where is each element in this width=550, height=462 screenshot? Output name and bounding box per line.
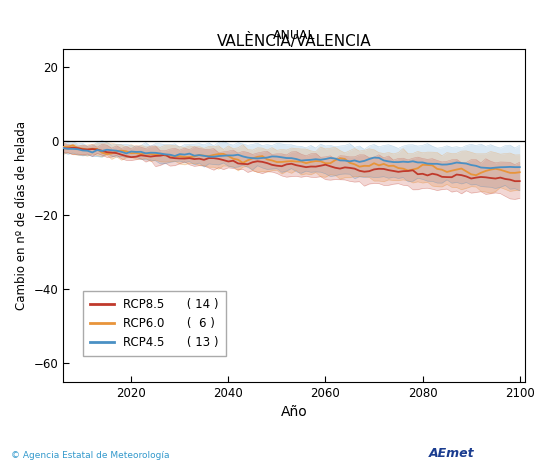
Y-axis label: Cambio en nº de días de helada: Cambio en nº de días de helada (15, 121, 28, 310)
Text: AEmet: AEmet (429, 447, 475, 460)
X-axis label: Año: Año (280, 405, 307, 419)
Text: ANUAL: ANUAL (273, 29, 315, 43)
Legend: RCP8.5      ( 14 ), RCP6.0      (  6 ), RCP4.5      ( 13 ): RCP8.5 ( 14 ), RCP6.0 ( 6 ), RCP4.5 ( 13… (83, 291, 226, 356)
Text: © Agencia Estatal de Meteorología: © Agencia Estatal de Meteorología (11, 451, 169, 460)
Title: VALÈNCIA/VALENCIA: VALÈNCIA/VALENCIA (217, 33, 371, 49)
